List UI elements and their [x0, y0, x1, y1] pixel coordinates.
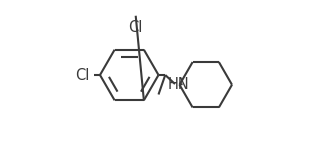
Text: Cl: Cl — [128, 20, 143, 35]
Text: Cl: Cl — [75, 68, 89, 82]
Text: HN: HN — [168, 77, 190, 92]
